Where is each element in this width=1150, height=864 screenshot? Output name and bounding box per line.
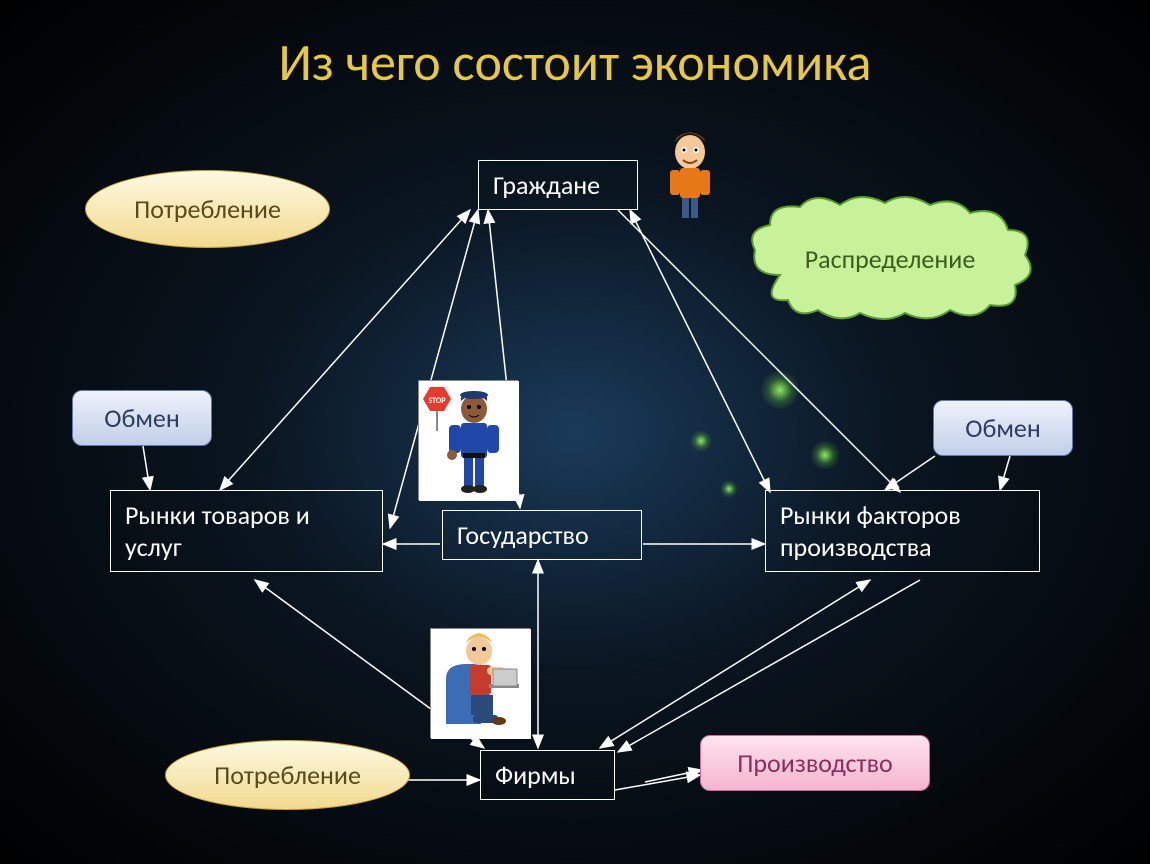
bubble-consumption-top: Потребление [85, 170, 330, 248]
policeman-icon: STOP [418, 380, 518, 500]
bubble-consumption-bottom: Потребление [165, 740, 410, 810]
node-state: Государство [442, 510, 642, 560]
node-goods-market: Рынки товаров и услуг [110, 490, 383, 572]
slide-title: Из чего состоит экономика [0, 30, 1150, 94]
bubble-exchange-right: Обмен [933, 400, 1073, 456]
svg-text:STOP: STOP [428, 396, 446, 406]
glow-decoration [720, 480, 738, 498]
glow-decoration [810, 440, 840, 470]
citizen-cartoon-icon [655, 130, 725, 220]
bubble-distribution: Распределение [740, 195, 1040, 325]
glow-decoration [760, 370, 800, 410]
node-citizens: Граждане [478, 160, 638, 210]
worker-laptop-icon [430, 628, 530, 738]
glow-decoration [690, 430, 712, 452]
bubble-production: Производство [700, 735, 930, 791]
node-firms: Фирмы [480, 750, 615, 800]
node-factors-market: Рынки факторов производства [765, 490, 1040, 572]
bubble-exchange-left: Обмен [72, 390, 212, 446]
